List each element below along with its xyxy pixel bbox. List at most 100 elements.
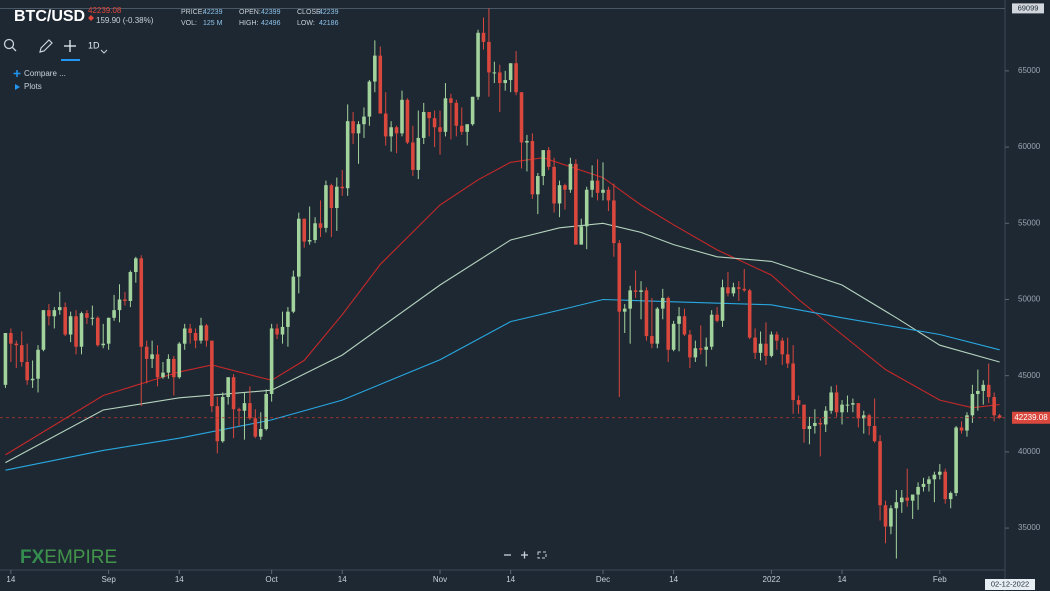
search-icon-handle: [12, 47, 17, 52]
x-tick-label: 14: [6, 575, 15, 584]
candle-body: [525, 140, 529, 143]
candle-body: [938, 471, 942, 475]
draw-icon[interactable]: [39, 39, 53, 53]
candle-body: [775, 334, 779, 341]
candle-body: [628, 290, 632, 309]
interval[interactable]: 1D: [88, 40, 100, 50]
candle-body: [921, 483, 926, 487]
candle-body: [932, 474, 937, 480]
candle-body: [997, 415, 1002, 418]
candle-body: [438, 127, 442, 132]
candle-body: [101, 343, 106, 346]
candle-body: [595, 180, 600, 193]
candle-body: [226, 377, 230, 398]
candle-body: [335, 186, 339, 209]
candle-body: [606, 189, 611, 201]
symbol: BTC/USD: [14, 8, 85, 25]
candle-body: [693, 348, 698, 358]
price-change: 159.90 (-0.38%): [96, 16, 154, 25]
candle-body: [166, 358, 171, 373]
plots-icon: [15, 84, 20, 90]
candle-body: [889, 508, 893, 527]
candle-body: [389, 127, 393, 137]
candle-body: [47, 310, 51, 317]
fit-icon[interactable]: [537, 551, 547, 559]
candle-body: [215, 406, 220, 442]
candle-body: [601, 189, 605, 193]
compare[interactable]: Compare ...: [24, 69, 66, 78]
y-tick-label: 50000: [1018, 295, 1041, 304]
candle-body: [639, 290, 643, 292]
candle-body: [568, 163, 573, 190]
moving-average: [5, 222, 1000, 464]
candle-body: [258, 429, 263, 437]
candle-body: [405, 99, 410, 143]
candle-body: [144, 346, 149, 359]
candle-body: [709, 314, 714, 347]
candle-body: [829, 392, 833, 411]
candle-body: [726, 287, 730, 294]
candle-body: [802, 404, 806, 430]
x-tick-label: Oct: [265, 575, 278, 584]
last-price: 42239.08: [88, 6, 122, 15]
candle-body: [747, 290, 752, 338]
candle-body: [579, 226, 584, 245]
candle-body: [758, 343, 763, 353]
candle-body: [536, 176, 540, 195]
candle-body: [834, 392, 839, 413]
y-tick-label: 55000: [1018, 218, 1041, 227]
candle-body: [487, 41, 491, 73]
candle-body: [340, 186, 345, 189]
candle-body: [785, 354, 790, 364]
candle-body: [329, 185, 334, 209]
x-tick-label: 14: [506, 575, 515, 584]
candle-body: [954, 427, 958, 494]
search-icon[interactable]: [3, 38, 15, 50]
candle-body: [286, 311, 290, 327]
last-price-tag: [1012, 411, 1050, 424]
candle-body: [519, 92, 524, 143]
stat-label: CLOSE:: [297, 9, 323, 16]
candle-body: [617, 243, 622, 312]
candle-body: [514, 63, 518, 93]
y-tick-label: 65000: [1018, 66, 1041, 75]
candle-body: [769, 334, 774, 356]
candle-body: [666, 297, 670, 350]
plots[interactable]: Plots: [24, 82, 42, 91]
stat-label: VOL:: [181, 20, 197, 27]
y-tick-label: 45000: [1018, 371, 1041, 380]
down-icon: [88, 15, 94, 21]
candle-body: [731, 287, 736, 294]
candle-body: [52, 310, 57, 317]
candle-body: [427, 112, 431, 119]
stat-label: HIGH:: [239, 20, 259, 27]
candle-body: [840, 404, 844, 413]
candle-body: [210, 340, 214, 407]
candle-body: [302, 218, 307, 242]
candle-body: [383, 113, 388, 137]
interval-chevron: [100, 49, 108, 54]
candle-body: [269, 328, 274, 394]
candle-body: [845, 404, 850, 406]
x-tick-label: 14: [175, 575, 184, 584]
candle-body: [264, 393, 268, 430]
candle-body: [459, 125, 464, 132]
candle-body: [79, 313, 84, 347]
candle-body: [161, 372, 165, 378]
candle-body: [432, 118, 437, 128]
candle-body: [275, 328, 279, 335]
candle-body: [753, 337, 757, 353]
candle-body: [248, 403, 252, 419]
candle-body: [378, 55, 383, 114]
candle-body: [530, 140, 535, 195]
x-tick-label: 14: [669, 575, 678, 584]
candle-body: [318, 223, 323, 228]
candle-body: [976, 390, 980, 394]
candle-body: [541, 150, 546, 177]
candle-body: [883, 505, 888, 527]
candle-body: [188, 328, 192, 334]
candle-body: [563, 185, 567, 190]
y-tick-label: 60000: [1018, 142, 1041, 151]
